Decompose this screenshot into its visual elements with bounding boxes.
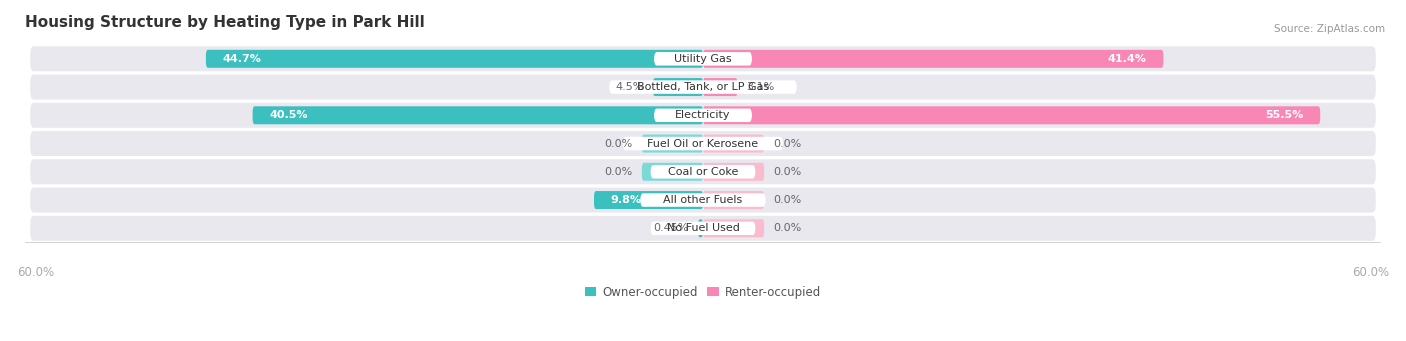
FancyBboxPatch shape: [623, 137, 783, 150]
Text: 0.0%: 0.0%: [773, 195, 801, 205]
FancyBboxPatch shape: [30, 188, 1376, 212]
FancyBboxPatch shape: [703, 163, 765, 181]
Text: 4.5%: 4.5%: [616, 82, 644, 92]
Text: 44.7%: 44.7%: [222, 54, 262, 64]
FancyBboxPatch shape: [640, 193, 766, 207]
FancyBboxPatch shape: [703, 191, 765, 209]
Text: 41.4%: 41.4%: [1108, 54, 1147, 64]
FancyBboxPatch shape: [703, 78, 738, 96]
Text: No Fuel Used: No Fuel Used: [666, 223, 740, 233]
Text: 0.0%: 0.0%: [773, 138, 801, 149]
Text: All other Fuels: All other Fuels: [664, 195, 742, 205]
FancyBboxPatch shape: [652, 78, 703, 96]
Text: 0.0%: 0.0%: [605, 167, 633, 177]
FancyBboxPatch shape: [703, 135, 765, 152]
FancyBboxPatch shape: [703, 50, 1163, 68]
FancyBboxPatch shape: [30, 75, 1376, 100]
Text: Utility Gas: Utility Gas: [675, 54, 731, 64]
FancyBboxPatch shape: [703, 219, 765, 237]
Text: 0.45%: 0.45%: [654, 223, 689, 233]
Legend: Owner-occupied, Renter-occupied: Owner-occupied, Renter-occupied: [579, 281, 827, 303]
Text: 9.8%: 9.8%: [610, 195, 641, 205]
FancyBboxPatch shape: [30, 46, 1376, 71]
FancyBboxPatch shape: [593, 191, 703, 209]
Text: Housing Structure by Heating Type in Park Hill: Housing Structure by Heating Type in Par…: [25, 15, 425, 30]
FancyBboxPatch shape: [30, 131, 1376, 156]
FancyBboxPatch shape: [641, 163, 703, 181]
FancyBboxPatch shape: [697, 219, 703, 237]
FancyBboxPatch shape: [253, 106, 703, 124]
FancyBboxPatch shape: [641, 135, 703, 152]
FancyBboxPatch shape: [30, 159, 1376, 184]
FancyBboxPatch shape: [654, 108, 752, 122]
Text: 0.0%: 0.0%: [773, 167, 801, 177]
Text: Bottled, Tank, or LP Gas: Bottled, Tank, or LP Gas: [637, 82, 769, 92]
Text: Source: ZipAtlas.com: Source: ZipAtlas.com: [1274, 24, 1385, 34]
Text: Electricity: Electricity: [675, 110, 731, 120]
Text: 0.0%: 0.0%: [773, 223, 801, 233]
Text: Fuel Oil or Kerosene: Fuel Oil or Kerosene: [647, 138, 759, 149]
Text: 3.1%: 3.1%: [747, 82, 775, 92]
FancyBboxPatch shape: [30, 103, 1376, 128]
FancyBboxPatch shape: [654, 52, 752, 65]
FancyBboxPatch shape: [703, 106, 1320, 124]
Text: 40.5%: 40.5%: [270, 110, 308, 120]
Text: 55.5%: 55.5%: [1265, 110, 1303, 120]
FancyBboxPatch shape: [609, 80, 797, 94]
Text: Coal or Coke: Coal or Coke: [668, 167, 738, 177]
FancyBboxPatch shape: [651, 222, 755, 235]
FancyBboxPatch shape: [30, 216, 1376, 241]
FancyBboxPatch shape: [651, 165, 755, 179]
Text: 0.0%: 0.0%: [605, 138, 633, 149]
FancyBboxPatch shape: [205, 50, 703, 68]
